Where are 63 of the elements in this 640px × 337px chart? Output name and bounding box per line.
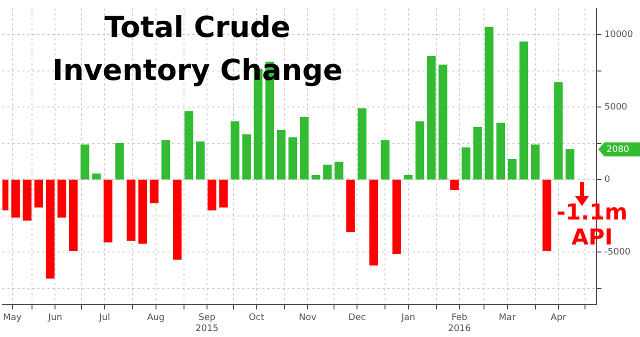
bar [323, 164, 332, 180]
bar [46, 180, 55, 279]
bar [380, 140, 390, 180]
bar [554, 82, 563, 180]
bar [519, 41, 528, 180]
x-tick-label: Jul [98, 313, 110, 324]
text: 2080 [606, 144, 630, 155]
bar [288, 137, 298, 180]
bar [416, 121, 424, 180]
bar [508, 158, 517, 180]
bar [138, 180, 147, 244]
bar [369, 180, 378, 266]
bar [104, 180, 112, 242]
bar [276, 130, 286, 180]
bar [69, 180, 78, 252]
y-tick-label: 5000 [604, 102, 628, 112]
bar [184, 111, 194, 180]
bar [392, 180, 402, 254]
bar [11, 180, 20, 218]
x-tick-label: Dec [348, 313, 366, 324]
y-tick-label: 0 [604, 174, 610, 185]
bar [334, 162, 344, 180]
bar [196, 142, 205, 180]
bar [57, 180, 66, 218]
bar [300, 116, 309, 180]
bar [34, 180, 44, 208]
x-tick-label: Sep 2015 [196, 313, 218, 334]
bar [80, 144, 90, 180]
bar [219, 180, 228, 208]
x-tick-label: Mar [498, 313, 516, 324]
x-tick-label: Oct [248, 313, 265, 324]
bar [242, 134, 251, 180]
bar [473, 127, 482, 180]
y-tick-label: 10000 [604, 30, 634, 40]
x-tick-label: Feb 2016 [448, 313, 472, 334]
bar [542, 180, 552, 252]
bar [150, 180, 159, 204]
bar [161, 140, 170, 180]
bar [462, 147, 470, 180]
bar [230, 121, 240, 180]
bar [566, 149, 574, 180]
bar [496, 122, 506, 180]
x-tick-label: Apr [550, 313, 566, 324]
bar [530, 144, 540, 180]
bar [126, 180, 136, 241]
bar [450, 180, 459, 190]
bar [92, 173, 101, 180]
bar [172, 180, 182, 260]
bar [404, 174, 413, 180]
bar [208, 180, 216, 210]
bar [312, 174, 320, 180]
x-tick-label: Nov [298, 313, 318, 324]
bar [484, 26, 494, 180]
x-tick-label: May [3, 313, 22, 324]
bar [115, 143, 124, 180]
bar [346, 180, 355, 232]
bar [427, 56, 436, 180]
x-tick-label: Aug [147, 313, 165, 324]
bar [358, 108, 366, 180]
bar [22, 180, 32, 221]
bar [438, 64, 448, 180]
x-tick-label: Jun [47, 313, 62, 324]
x-tick-label: Jan [400, 313, 416, 324]
